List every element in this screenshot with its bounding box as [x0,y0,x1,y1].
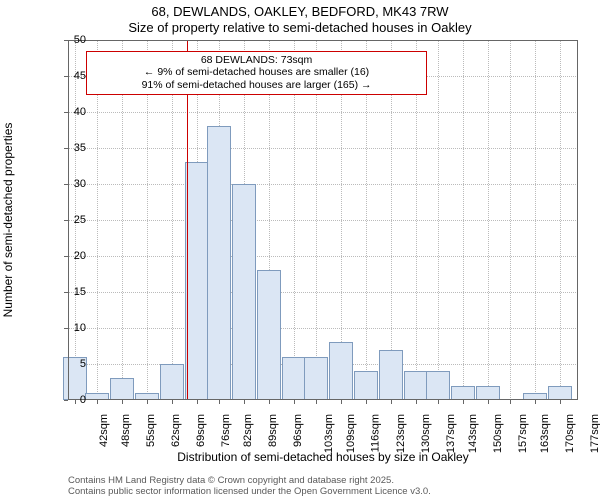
xtick-mark [391,400,392,404]
ytick-label: 35 [46,142,86,154]
xtick-label: 55sqm [145,414,157,447]
xtick-mark [510,400,511,404]
xtick-label: 109sqm [345,414,357,453]
xtick-mark [122,400,123,404]
ytick-label: 15 [46,286,86,298]
ytick-label: 10 [46,322,86,334]
xtick-mark [97,400,98,404]
xtick-label: 130sqm [420,414,432,453]
xtick-mark [535,400,536,404]
ytick-label: 5 [46,358,86,370]
xtick-mark [219,400,220,404]
xtick-label: 96sqm [292,414,304,447]
xtick-label: 69sqm [195,414,207,447]
xtick-label: 62sqm [170,414,182,447]
xtick-mark [147,400,148,404]
y-axis-label: Number of semi-detached properties [1,123,15,318]
xtick-mark [269,400,270,404]
xtick-label: 170sqm [564,414,576,453]
xtick-label: 143sqm [467,414,479,453]
ytick-label: 0 [46,394,86,406]
xtick-label: 177sqm [589,414,600,453]
xtick-mark [438,400,439,404]
xtick-mark [463,400,464,404]
ytick-label: 30 [46,178,86,190]
chart-title-line2: Size of property relative to semi-detach… [0,20,600,35]
xtick-mark [341,400,342,404]
xtick-label: 137sqm [446,414,458,453]
ytick-label: 40 [46,106,86,118]
xtick-label: 150sqm [492,414,504,453]
xtick-label: 157sqm [517,414,529,453]
plot-border [68,40,578,400]
xtick-mark [366,400,367,404]
xtick-mark [316,400,317,404]
xtick-mark [197,400,198,404]
ytick-label: 20 [46,250,86,262]
xtick-mark [294,400,295,404]
xtick-label: 76sqm [220,414,232,447]
ytick-label: 45 [46,70,86,82]
xtick-mark [560,400,561,404]
ytick-label: 50 [46,34,86,46]
footer-line2: Contains public sector information licen… [68,487,431,498]
xtick-label: 103sqm [323,414,335,453]
plot-area: 68 DEWLANDS: 73sqm← 9% of semi-detached … [68,40,578,400]
xtick-label: 82sqm [242,414,254,447]
xtick-mark [244,400,245,404]
xtick-label: 123sqm [395,414,407,453]
xtick-label: 48sqm [120,414,132,447]
xtick-mark [172,400,173,404]
xtick-label: 42sqm [98,414,110,447]
xtick-mark [488,400,489,404]
chart-container: 68, DEWLANDS, OAKLEY, BEDFORD, MK43 7RW … [0,0,600,500]
chart-footer: Contains HM Land Registry data © Crown c… [68,476,431,498]
xtick-label: 116sqm [369,414,381,452]
ytick-label: 25 [46,214,86,226]
xtick-mark [416,400,417,404]
chart-title-line1: 68, DEWLANDS, OAKLEY, BEDFORD, MK43 7RW [0,4,600,19]
xtick-label: 163sqm [539,414,551,453]
xtick-label: 89sqm [267,414,279,447]
